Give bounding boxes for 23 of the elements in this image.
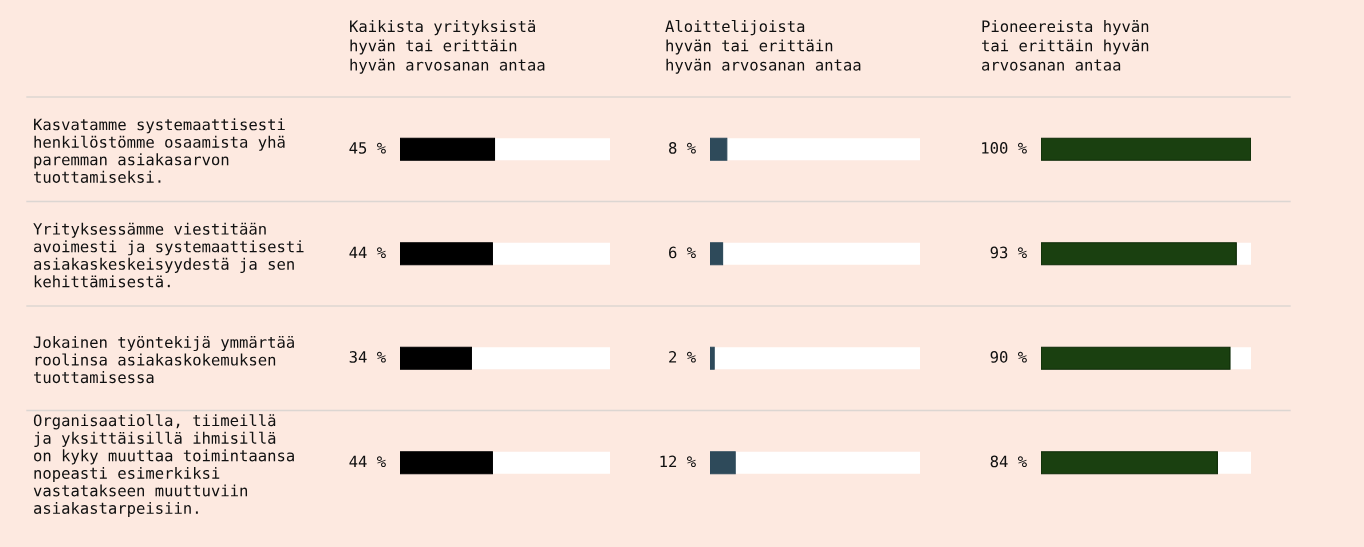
data-label: 93 % (990, 246, 1027, 259)
y-tick-label: Jokainen työntekijä ymmärtää roolinsa asiakaskokemuksen tuottamisessa (33, 336, 294, 384)
data-label: 90 % (990, 351, 1027, 363)
data-label: 44 % (349, 455, 386, 468)
y-tick-label: Kasvatamme systemaattisesti henkilöstömme osaamista yhä paremman asiakasarvon tuottamiseksi. (33, 118, 285, 183)
chart-title: Aloittelijoista hyvän tai erittäin hyvän arvosanan antaa (665, 20, 861, 74)
data-label: 6 % (669, 246, 696, 259)
bar (710, 451, 736, 475)
chart-title: Pioneereista hyvän tai erittäin hyvän arvosanan antaa (981, 20, 1149, 71)
y-tick-label: Organisaatiolla, tiimeillä ja yksittäisillä ihmisillä on kyky muuttaa toimintaansa nopeasti esimerkiksi vastatakseen muuttuviin asiakastarpeisiin. (33, 414, 294, 517)
data-label: 34 % (349, 351, 386, 363)
bar (710, 346, 715, 370)
bar (710, 137, 728, 161)
bar (710, 242, 724, 266)
data-label: 12 % (660, 455, 696, 468)
chart-title: Kaikista yrityksistä hyvän tai erittäin hyvän arvosanan antaa (350, 20, 545, 74)
data-label: 100 % (982, 142, 1027, 154)
data-label: 45 % (349, 142, 386, 154)
data-label: 8 % (669, 142, 696, 154)
y-tick-label: Yrityksessämme viestitään avoimesti ja systemaattisesti asiakaskeskeisyydestä ja sen kehittämisestä. (33, 222, 304, 288)
data-label: 44 % (349, 246, 386, 259)
data-label: 84 % (990, 455, 1027, 468)
data-label: 2 % (669, 351, 696, 363)
